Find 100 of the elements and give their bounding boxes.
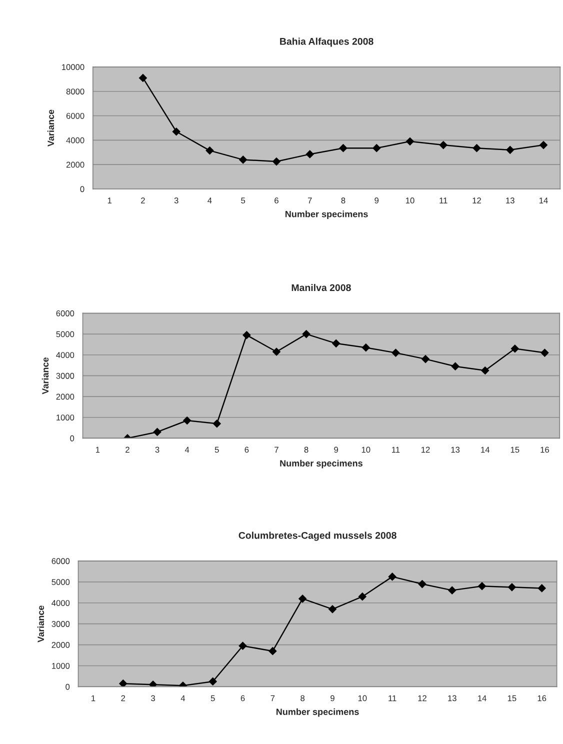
x-tick-label: 1 <box>96 446 100 453</box>
x-tick-label: 5 <box>214 446 219 453</box>
y-axis-title: Variance <box>47 110 54 146</box>
x-tick-label: 1 <box>92 695 96 702</box>
point <box>183 416 192 424</box>
point <box>372 144 381 152</box>
x-tick-label: 14 <box>539 198 548 204</box>
point <box>472 144 481 152</box>
y-tick-label: 4000 <box>66 137 84 144</box>
y-tick-label: 3000 <box>56 372 74 379</box>
point <box>540 141 548 150</box>
point <box>332 339 340 348</box>
point <box>238 642 247 650</box>
y-tick-label: 0 <box>80 186 84 192</box>
x-tick-label: 16 <box>538 695 546 702</box>
x-tick-label: 15 <box>508 695 516 702</box>
point <box>418 580 426 588</box>
point <box>268 647 277 656</box>
point <box>119 680 128 687</box>
point <box>358 592 366 601</box>
y-tick-label: 6000 <box>66 112 84 119</box>
x-tick-label: 16 <box>540 446 549 453</box>
x-tick-label: 6 <box>240 695 245 702</box>
y-tick-label: 4000 <box>52 600 70 606</box>
point <box>406 137 414 146</box>
x-axis-title: Number specimens <box>276 708 359 717</box>
x-tick-label: 14 <box>478 695 486 702</box>
x-tick-label: 6 <box>244 446 249 453</box>
x-tick-label: 9 <box>330 695 334 702</box>
x-tick-label: 13 <box>448 695 456 702</box>
y-tick-label: 2000 <box>52 642 70 648</box>
point <box>272 348 280 356</box>
x-tick-label: 4 <box>184 446 190 453</box>
y-tick-label: 3000 <box>52 621 70 627</box>
x-tick-label: 10 <box>362 446 370 453</box>
point <box>508 583 516 592</box>
point <box>212 420 221 428</box>
x-tick-label: 8 <box>300 695 305 702</box>
y-tick-label: 0 <box>70 435 74 442</box>
point <box>306 150 314 158</box>
x-tick-label: 7 <box>274 446 278 453</box>
point <box>139 74 147 82</box>
point <box>242 331 251 340</box>
y-tick-label: 5000 <box>56 331 74 338</box>
point <box>388 572 396 581</box>
x-axis-title: Number specimens <box>286 210 368 220</box>
point <box>302 330 310 338</box>
x-tick-label: 4 <box>180 695 186 702</box>
x-axis-title: Number specimens <box>280 460 362 468</box>
x-tick-label: 8 <box>341 198 346 204</box>
x-tick-label: 7 <box>270 695 275 702</box>
point <box>540 348 549 357</box>
point <box>362 344 370 352</box>
y-tick-label: 6000 <box>52 558 70 564</box>
point <box>510 344 519 353</box>
x-tick-label: 11 <box>440 198 448 204</box>
point <box>239 156 248 164</box>
x-tick-label: 11 <box>388 695 396 702</box>
x-tick-label: 4 <box>208 198 212 204</box>
x-tick-label: 12 <box>422 446 430 453</box>
x-tick-label: 5 <box>210 695 215 702</box>
point <box>422 355 430 364</box>
x-tick-label: 10 <box>406 198 414 204</box>
chart-title: Manilva 2008 <box>292 284 351 292</box>
y-tick-label: 4000 <box>56 352 74 358</box>
point <box>506 146 514 154</box>
x-tick-label: 2 <box>121 695 126 702</box>
x-tick-label: 11 <box>392 446 400 453</box>
x-tick-label: 3 <box>155 446 160 453</box>
point <box>206 146 214 154</box>
point <box>153 428 162 436</box>
point <box>481 366 490 374</box>
x-tick-label: 5 <box>241 198 246 204</box>
point <box>172 128 180 136</box>
point <box>448 586 456 594</box>
x-tick-label: 9 <box>334 446 338 453</box>
y-tick-label: 10000 <box>62 64 84 70</box>
y-tick-label: 6000 <box>56 310 74 316</box>
x-tick-label: 7 <box>308 198 312 204</box>
y-tick-label: 0 <box>66 684 70 690</box>
point <box>538 584 546 592</box>
x-tick-label: 6 <box>274 198 278 204</box>
y-tick-label: 8000 <box>66 88 84 94</box>
x-tick-label: 2 <box>126 446 130 453</box>
x-tick-label: 3 <box>151 695 155 702</box>
x-tick-label: 13 <box>451 446 460 453</box>
y-axis-title: Variance <box>37 606 44 642</box>
point <box>328 605 336 614</box>
x-tick-label: 12 <box>472 198 481 204</box>
x-tick-label: 13 <box>506 198 514 204</box>
point <box>451 362 460 370</box>
y-tick-label: 2000 <box>66 162 84 168</box>
x-tick-label: 9 <box>374 198 379 204</box>
y-axis-title: Variance <box>42 357 49 394</box>
point <box>339 144 348 152</box>
x-tick-label: 12 <box>418 695 426 702</box>
point <box>208 678 217 686</box>
y-tick-label: 1000 <box>52 662 70 669</box>
point <box>272 158 280 166</box>
point <box>298 594 307 603</box>
